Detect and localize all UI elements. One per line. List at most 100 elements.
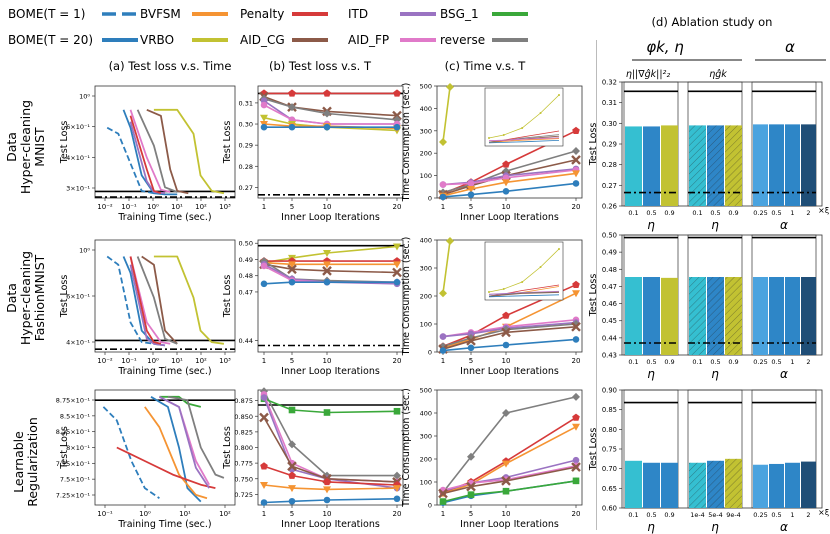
- y-tick-label: 100: [420, 479, 432, 487]
- legend-item-bome20: BOME(T = 20): [8, 33, 138, 47]
- x-tick-label: 5: [469, 203, 473, 211]
- marker: [439, 333, 447, 340]
- marker: [393, 495, 401, 503]
- legend-label: BVFSM: [140, 7, 181, 21]
- y-axis-label: Test Loss: [588, 274, 599, 318]
- y-tick-label: 7.5×10⁻¹: [60, 476, 90, 484]
- x-tick-label: 10⁻¹: [121, 203, 137, 211]
- legend-label: reverse: [440, 33, 485, 47]
- marker: [572, 180, 580, 187]
- bar-hatch: [725, 277, 742, 355]
- x-tick-label: 0.1: [692, 358, 702, 366]
- title-d-sub2: ηĝk: [709, 69, 727, 80]
- x-tick-label: 10¹: [171, 357, 183, 365]
- marker: [260, 280, 268, 288]
- x-tick-label: 10⁻²: [97, 203, 113, 211]
- series-line: [442, 86, 451, 143]
- marker: [288, 440, 296, 449]
- marker: [439, 498, 447, 505]
- y-tick-label: 0.48: [239, 272, 253, 280]
- x-tick-label: 0.1: [628, 511, 638, 519]
- x-tick-label: 0.1: [628, 209, 638, 217]
- bar: [785, 277, 800, 355]
- marker: [572, 456, 580, 464]
- bar: [661, 277, 678, 355]
- marker: [572, 126, 580, 134]
- group-xlabel: η: [711, 367, 719, 381]
- series-penalty: [129, 115, 162, 195]
- series-bome20: [260, 495, 401, 506]
- series-line: [144, 406, 208, 500]
- y-tick-label: 0.28: [239, 163, 253, 171]
- marker: [502, 460, 510, 468]
- series-line: [442, 465, 577, 491]
- marker: [323, 261, 331, 269]
- series-line: [442, 416, 577, 494]
- series-line: [158, 395, 210, 489]
- row-label-line: Data: [4, 283, 19, 313]
- chart-c2: Time Consumption (sec.) 0 100 200 300 400 1 5 10…: [401, 237, 583, 377]
- inset-line: [488, 292, 560, 297]
- legend: BOME(T = 1) BVFSM Penalty ITD BSG_1 BOME(T = …: [8, 7, 528, 47]
- series-reverse: [167, 395, 225, 479]
- y-axis-label: Test Loss: [588, 428, 599, 472]
- y-tick-label: 0.26: [602, 203, 617, 211]
- y-tick-label: 0.27: [602, 182, 617, 190]
- x-tick-label: 0.5: [646, 358, 656, 366]
- marker: [393, 123, 401, 131]
- legend-item-bome1: BOME(T = 1): [8, 7, 136, 21]
- x-tick-label: 2: [806, 209, 810, 217]
- x-tick-label: 0.25: [753, 358, 767, 366]
- row-label-line: Regularization: [25, 417, 40, 507]
- y-tick-label: 4×10⁻¹: [66, 339, 90, 347]
- bar-group-2: 0.1 0.5 0.9 η: [687, 234, 743, 381]
- y-tick-label: 0.49: [239, 256, 253, 264]
- marker: [572, 423, 580, 431]
- marker: [287, 264, 297, 275]
- title-d-sub1: η||∇ĝk||²₂: [626, 69, 671, 80]
- y-tick-label: 0.48: [602, 266, 617, 274]
- chart-b1: Test Loss 0.27 0.28 0.29 0.30 0.31 1 5 10 20 Inner…: [222, 85, 404, 223]
- legend-label: BOME(T = 20): [8, 33, 93, 47]
- marker: [439, 138, 447, 146]
- y-axis-label: Test Loss: [222, 121, 233, 165]
- marker: [467, 330, 475, 338]
- bar-group-3: 0.25 0.5 1 2 α: [751, 81, 817, 232]
- marker: [572, 146, 580, 155]
- x-tick-label: 2: [806, 358, 810, 366]
- x-tick-label: 5e-4: [708, 511, 723, 519]
- marker: [467, 452, 475, 461]
- row-label-3: Learnable Regularization: [11, 417, 40, 507]
- series-line: [141, 255, 178, 345]
- series-penalty: [260, 462, 401, 489]
- x-tick-label: 10³: [219, 203, 231, 211]
- x-tick-label: 1: [790, 209, 794, 217]
- x-tick-label: 10⁰: [139, 510, 151, 518]
- x-tick-label: 10: [502, 203, 511, 211]
- x-axis-label: Training Time (sec.): [117, 212, 211, 223]
- y-tick-label: 8.75×10⁻¹: [56, 397, 91, 405]
- x-tick-label: 0.25: [753, 209, 767, 217]
- bar: [643, 126, 660, 206]
- y-tick-label: 500: [420, 387, 432, 395]
- x-tick-label: 10¹: [179, 510, 191, 518]
- x-tick-label: 0.25: [753, 511, 767, 519]
- chart-a1: Test Loss 10⁰ 6×10⁻¹ 4×10⁻¹ 3×10⁻¹ 10⁻² 10⁻¹ 10…: [59, 85, 236, 223]
- x-tick-label: 0.9: [664, 358, 674, 366]
- y-axis-label: Test Loss: [59, 426, 70, 470]
- inset-line: [488, 138, 560, 143]
- x-axis-label: Training Time (sec.): [117, 519, 211, 530]
- y-tick-label: 0.44: [602, 334, 617, 342]
- series-reverse: [136, 109, 178, 193]
- axes-frame: [436, 85, 583, 199]
- x-tick-label: 20: [393, 203, 402, 211]
- y-tick-label: 0.90: [602, 387, 617, 395]
- bar-group-2: 0.1 0.5 0.9 η: [687, 81, 743, 232]
- marker: [322, 265, 332, 276]
- y-tick-label: 8.5×10⁻¹: [60, 412, 90, 420]
- legend-label: Penalty: [240, 7, 284, 21]
- marker: [572, 477, 580, 485]
- x-tick-label: 5: [290, 203, 294, 211]
- row-label-line: MNIST: [32, 127, 47, 167]
- legend-item-bsg_1: BSG_1: [440, 7, 528, 21]
